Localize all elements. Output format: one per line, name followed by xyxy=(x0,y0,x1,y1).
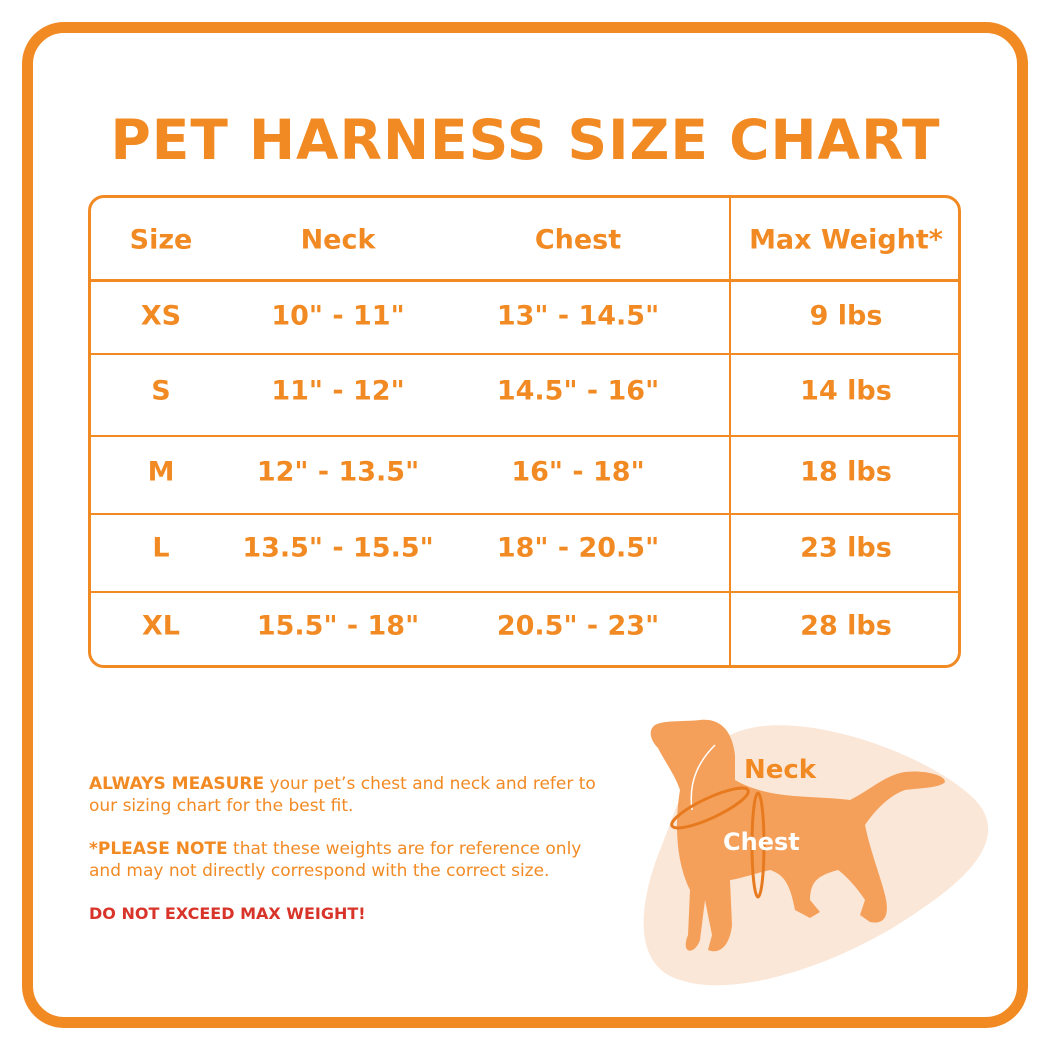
table-cell: 14 lbs xyxy=(800,375,892,407)
size-table: Size Neck Chest Max Weight* XS 10" - 11" 13" -… xyxy=(88,195,961,668)
row-divider xyxy=(91,591,958,593)
table-cell: 9 lbs xyxy=(809,300,883,332)
row-divider xyxy=(91,353,958,355)
column-header: Max Weight* xyxy=(749,224,943,256)
table-cell: XL xyxy=(141,610,181,642)
page-title: PET HARNESS SIZE CHART xyxy=(110,108,941,172)
note-text: that these weights are for reference onl… xyxy=(89,839,582,881)
column-divider xyxy=(729,198,731,665)
warning-text: DO NOT EXCEED MAX WEIGHT! xyxy=(89,904,366,923)
chest-ring xyxy=(750,791,766,899)
row-divider xyxy=(91,435,958,437)
row-divider xyxy=(91,279,958,282)
neck-ring xyxy=(670,786,750,830)
table-cell: 13" - 14.5" xyxy=(496,300,660,332)
table-cell: 13.5" - 15.5" xyxy=(242,532,434,564)
weight-note: *PLEASE NOTE that these weights are for … xyxy=(89,838,609,882)
page-border xyxy=(22,22,1028,1028)
column-header: Chest xyxy=(534,224,622,256)
table-cell: 23 lbs xyxy=(800,532,892,564)
column-header: Neck xyxy=(300,224,376,256)
measure-bold: ALWAYS MEASURE xyxy=(89,774,265,794)
neck-label: Neck xyxy=(744,755,817,785)
table-cell: 18" - 20.5" xyxy=(496,532,660,564)
table-cell: 10" - 11" xyxy=(271,300,405,332)
table-cell: 18 lbs xyxy=(800,456,892,488)
notes: ALWAYS MEASURE your pet’s chest and neck… xyxy=(89,773,609,946)
measure-note: ALWAYS MEASURE your pet’s chest and neck… xyxy=(89,773,609,817)
table-cell: 15.5" - 18" xyxy=(256,610,420,642)
column-header: Size xyxy=(129,224,193,256)
table-cell: XS xyxy=(140,300,182,332)
row-divider xyxy=(91,513,958,515)
note-bold: *PLEASE NOTE xyxy=(89,839,228,859)
ear-outline xyxy=(690,744,716,811)
table-cell: 14.5" - 16" xyxy=(496,375,660,407)
table-cell: 11" - 12" xyxy=(271,375,405,407)
table-cell: 20.5" - 23" xyxy=(496,610,660,642)
table-cell: 16" - 18" xyxy=(511,456,645,488)
table-cell: 12" - 13.5" xyxy=(256,456,420,488)
table-cell: S xyxy=(151,375,171,407)
dog-silhouette-icon xyxy=(650,719,945,952)
table-cell: 28 lbs xyxy=(800,610,892,642)
chest-label: Chest xyxy=(723,828,800,856)
dog-measurement-illustration: Neck Chest xyxy=(643,719,989,986)
table-cell: M xyxy=(147,456,175,488)
measure-text: your pet’s chest and neck and refer to o… xyxy=(89,774,596,816)
table-cell: L xyxy=(152,532,170,564)
